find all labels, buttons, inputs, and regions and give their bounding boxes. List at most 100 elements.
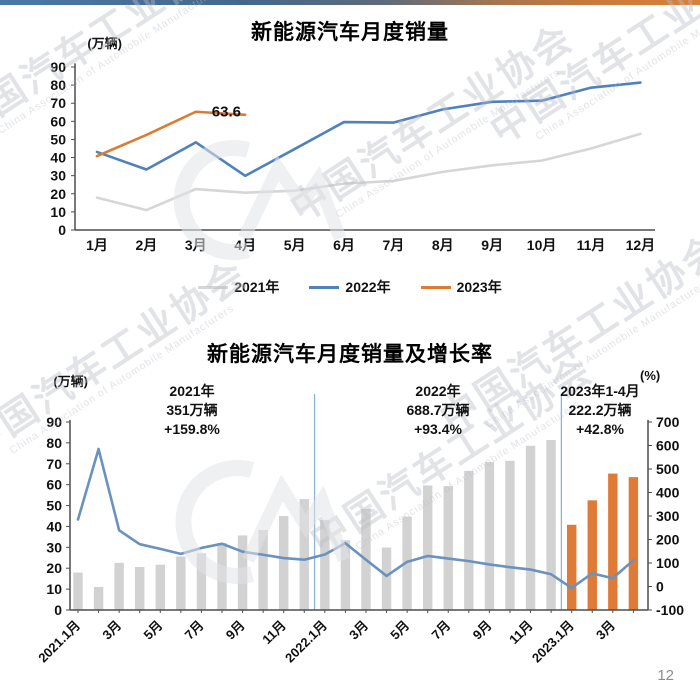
- svg-text:50: 50: [50, 131, 66, 147]
- svg-text:3月: 3月: [99, 618, 124, 643]
- sales-bar: [608, 473, 618, 610]
- svg-text:12月: 12月: [626, 237, 656, 253]
- svg-text:0: 0: [58, 222, 66, 238]
- page-number: 12: [657, 667, 674, 684]
- svg-text:10月: 10月: [527, 237, 557, 253]
- svg-text:8月: 8月: [432, 237, 454, 253]
- annotation-line: +42.8%: [576, 421, 624, 437]
- svg-text:3月: 3月: [593, 618, 618, 643]
- svg-text:11月: 11月: [259, 618, 289, 648]
- legend-item-2023年: 2023年: [420, 277, 502, 297]
- svg-text:3月: 3月: [185, 237, 207, 253]
- sales-bar: [443, 486, 453, 610]
- svg-text:7月: 7月: [182, 618, 207, 643]
- sales-bars: [73, 439, 639, 610]
- svg-text:500: 500: [656, 461, 680, 477]
- sales-bar: [93, 587, 104, 610]
- svg-text:60: 60: [46, 477, 62, 493]
- svg-text:2021.1月: 2021.1月: [35, 618, 83, 666]
- legend-item-2021年: 2021年: [198, 277, 279, 297]
- sales-bar: [628, 477, 639, 610]
- svg-text:700: 700: [656, 414, 680, 430]
- sales-bar: [135, 566, 145, 610]
- top-banner: [0, 0, 700, 5]
- legend-swatch: [198, 285, 229, 289]
- svg-text:70: 70: [46, 456, 62, 472]
- sales-bar: [340, 540, 351, 610]
- svg-text:7月: 7月: [383, 237, 405, 253]
- svg-text:6月: 6月: [333, 237, 355, 253]
- sales-bar: [505, 460, 515, 610]
- svg-text:2022.1月: 2022.1月: [282, 618, 330, 666]
- sales-bar: [587, 500, 597, 610]
- sales-bar: [320, 519, 330, 610]
- right-axis-unit: (%): [640, 368, 660, 383]
- growth-rate-line: [76, 447, 635, 590]
- svg-text:11月: 11月: [506, 618, 536, 648]
- legend-swatch: [309, 285, 340, 289]
- legend-swatch: [420, 285, 451, 289]
- svg-text:5月: 5月: [387, 618, 412, 643]
- top-chart-title: 新能源汽车月度销量: [251, 21, 449, 44]
- svg-text:60: 60: [50, 113, 66, 129]
- svg-text:600: 600: [656, 437, 680, 453]
- svg-text:3月: 3月: [346, 618, 371, 643]
- svg-text:300: 300: [656, 508, 680, 524]
- svg-text:50: 50: [46, 498, 62, 514]
- svg-text:30: 30: [50, 168, 66, 184]
- sales-bar: [464, 470, 474, 610]
- annotation-line: 688.7万辆: [406, 402, 470, 418]
- series-2021年: [95, 132, 642, 212]
- svg-text:1月: 1月: [86, 237, 108, 253]
- legend-label: 2021年: [234, 279, 280, 295]
- svg-text:2月: 2月: [136, 237, 158, 253]
- data-point-label: 63.6: [212, 104, 241, 121]
- annotation-2023年1-4月: 2023年1-4月 222.2万辆 +42.8%: [515, 382, 685, 439]
- y-axis-unit: (万辆): [87, 36, 122, 51]
- sales-bar: [566, 524, 577, 610]
- annotation-line: 2022年: [415, 383, 461, 399]
- sales-bar: [299, 499, 309, 610]
- svg-text:0: 0: [54, 602, 62, 618]
- sales-bar: [258, 529, 268, 610]
- left-tick-labels: 0 10 20 30 40 50 60 70 80 90: [46, 414, 70, 618]
- annotation-line: +159.8%: [164, 421, 220, 437]
- sales-bar: [217, 542, 227, 610]
- svg-text:20: 20: [46, 560, 62, 576]
- svg-text:5月: 5月: [140, 618, 165, 643]
- svg-text:7月: 7月: [428, 618, 453, 643]
- axes: [74, 63, 655, 231]
- sales-bar: [279, 515, 289, 610]
- svg-text:90: 90: [46, 414, 62, 430]
- legend-label: 2023年: [456, 279, 502, 295]
- bottom-chart-title: 新能源汽车月度销量及增长率: [207, 343, 493, 366]
- svg-text:10: 10: [50, 204, 66, 220]
- svg-text:400: 400: [656, 484, 680, 500]
- sales-bar: [381, 547, 392, 610]
- svg-text:80: 80: [46, 435, 62, 451]
- svg-text:2023.1月: 2023.1月: [529, 618, 577, 666]
- annotation-line: +93.4%: [414, 421, 462, 437]
- svg-text:100: 100: [656, 555, 680, 571]
- x-tick-labels: 1月 2月 3月 4月 5月 6月 7月 8月 9月 10月 11月 12月: [86, 237, 655, 253]
- legend-label: 2022年: [345, 279, 391, 295]
- legend-item-2022年: 2022年: [309, 277, 391, 297]
- sales-bar: [525, 445, 536, 610]
- annotation-line: 351万辆: [166, 402, 218, 418]
- sales-bar: [196, 553, 207, 610]
- series-2022年: [95, 81, 642, 178]
- svg-text:-100: -100: [656, 602, 684, 618]
- sales-bar: [237, 535, 248, 610]
- axes: [69, 419, 649, 611]
- monthly-sales-line-chart: 0 10 20 30 40 50 60 70 80 90 1月 2月 3月 4月 5月 6月 7月 8月 9月 10月…: [50, 36, 655, 253]
- right-tick-labels: -100 0 100 200 300 400 500 600 700: [648, 414, 684, 618]
- svg-text:70: 70: [50, 95, 66, 111]
- svg-text:5月: 5月: [284, 237, 306, 253]
- svg-text:9月: 9月: [223, 618, 248, 643]
- svg-text:9月: 9月: [470, 618, 495, 643]
- svg-text:30: 30: [46, 539, 62, 555]
- annotation-line: 222.2万辆: [568, 402, 632, 418]
- svg-text:20: 20: [50, 186, 66, 202]
